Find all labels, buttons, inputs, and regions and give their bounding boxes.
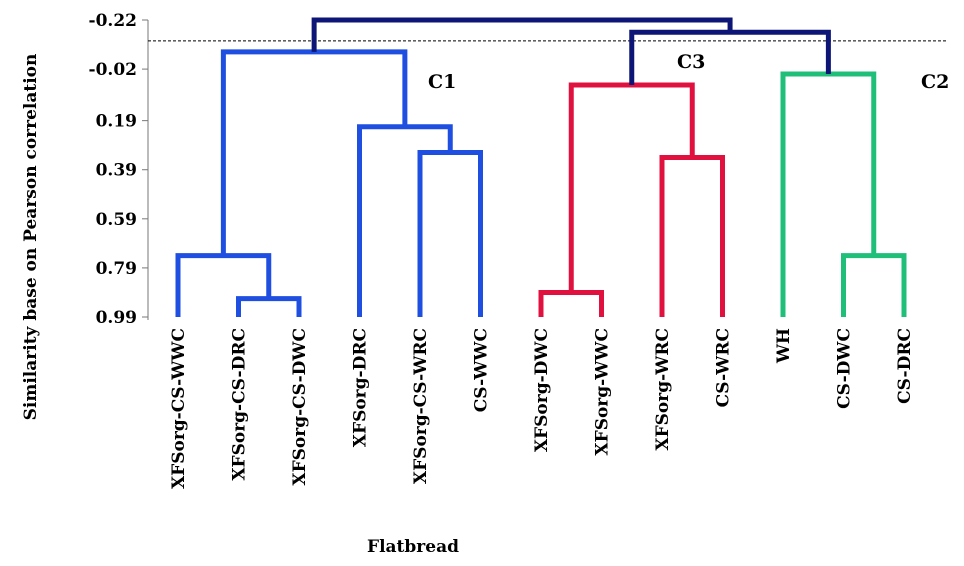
leaf-label: XFSorg-CS-WWC [169,328,189,489]
leaf-label: XFSorg-DWC [532,328,552,452]
merge-link-m2 [175,253,272,317]
cluster-label-c3: C3 [677,51,705,73]
merge-link-m1 [236,296,302,317]
merge-link-m9 [841,253,907,317]
leaf-label: XFSorg-CS-WRC [411,328,431,484]
y-tick-label: -0.22 [89,11,137,31]
x-axis-title: Flatbread [367,537,459,557]
merge-link-m10 [780,71,877,317]
y-tick-label: 0.59 [96,210,137,230]
leaf-label: WH [774,328,794,364]
leaf-label: XFSorg-CS-DRC [230,328,250,481]
y-axis-title: Similarity base on Pearson correlation [21,54,41,421]
y-tick-label: 0.79 [96,259,137,279]
merge-link-m6 [538,289,604,317]
merge-link-m4 [357,124,453,317]
leaf-label: CS-DRC [895,328,915,404]
merge-link-m7 [659,154,725,317]
y-tick-label: 0.19 [96,112,137,132]
y-ticks: -0.22 -0.02 0.19 0.39 0.59 0.79 0.99 [89,11,148,328]
cluster-label-c1: C1 [428,71,456,93]
leaf-labels: XFSorg-CS-WWC XFSorg-CS-DRC XFSorg-CS-DWC X… [169,328,915,489]
merge-link-m11 [629,29,831,86]
y-tick-label: -0.02 [89,60,137,80]
y-tick-label: 0.39 [96,161,137,181]
dendrogram-links [175,17,907,317]
y-tick-label: 0.99 [96,308,137,328]
leaf-label: XFSorg-WWC [593,328,613,456]
merge-link-m5 [220,49,408,256]
cluster-label-c2: C2 [921,71,949,93]
leaf-label: XFSorg-DRC [351,328,371,447]
leaf-label: XFSorg-CS-DWC [290,328,310,486]
leaf-label: XFSorg-WRC [653,328,673,451]
leaf-label: CS-WRC [714,328,734,407]
leaf-label: CS-WWC [472,328,492,412]
merge-link-m12 [311,17,733,52]
leaf-label: CS-DWC [835,328,855,409]
merge-link-m3 [417,150,483,317]
merge-link-m8 [568,82,695,293]
